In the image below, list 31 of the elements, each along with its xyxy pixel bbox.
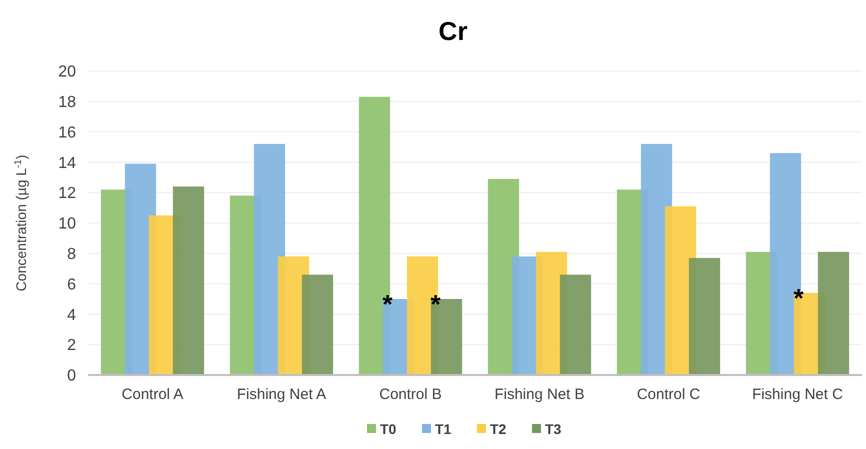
legend-label: T3 (545, 420, 562, 437)
legend-label: T2 (490, 420, 507, 437)
annotation: * (382, 289, 394, 319)
bar (818, 252, 850, 375)
annotation: * (794, 282, 805, 313)
bar (302, 274, 334, 375)
bar (560, 274, 592, 375)
y-tick-label: 4 (67, 306, 76, 324)
x-tick-label: Fishing Net C (752, 386, 844, 403)
y-tick-label: 0 (67, 368, 76, 385)
y-tick-label: 16 (58, 124, 76, 142)
x-tick-label: Fishing Net B (494, 386, 585, 403)
x-tick-label: Fishing Net A (236, 386, 326, 403)
y-tick-label: 18 (58, 94, 76, 111)
y-tick-label: 14 (58, 154, 76, 172)
y-tick-label: 20 (58, 64, 76, 81)
x-tick-label: Control C (636, 386, 700, 403)
chart-title: Cr (438, 16, 468, 46)
y-tick-label: 12 (58, 185, 76, 202)
legend-label: T0 (380, 420, 397, 437)
y-tick-label: 8 (67, 246, 76, 263)
bar (688, 258, 720, 375)
y-tick-label: 2 (67, 337, 76, 354)
bar (172, 186, 204, 375)
x-tick-label: Control B (379, 386, 442, 403)
x-tick-label: Control A (122, 386, 184, 403)
bar (358, 96, 390, 375)
legend-label: T1 (435, 420, 452, 437)
bar (770, 153, 802, 375)
y-tick-label: 10 (58, 216, 76, 233)
y-tick-label: 6 (67, 276, 76, 294)
